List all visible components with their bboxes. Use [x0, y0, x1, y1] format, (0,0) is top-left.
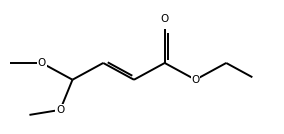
Text: O: O — [191, 75, 200, 85]
Text: O: O — [56, 105, 64, 115]
Text: O: O — [37, 58, 46, 68]
Text: O: O — [160, 14, 169, 24]
